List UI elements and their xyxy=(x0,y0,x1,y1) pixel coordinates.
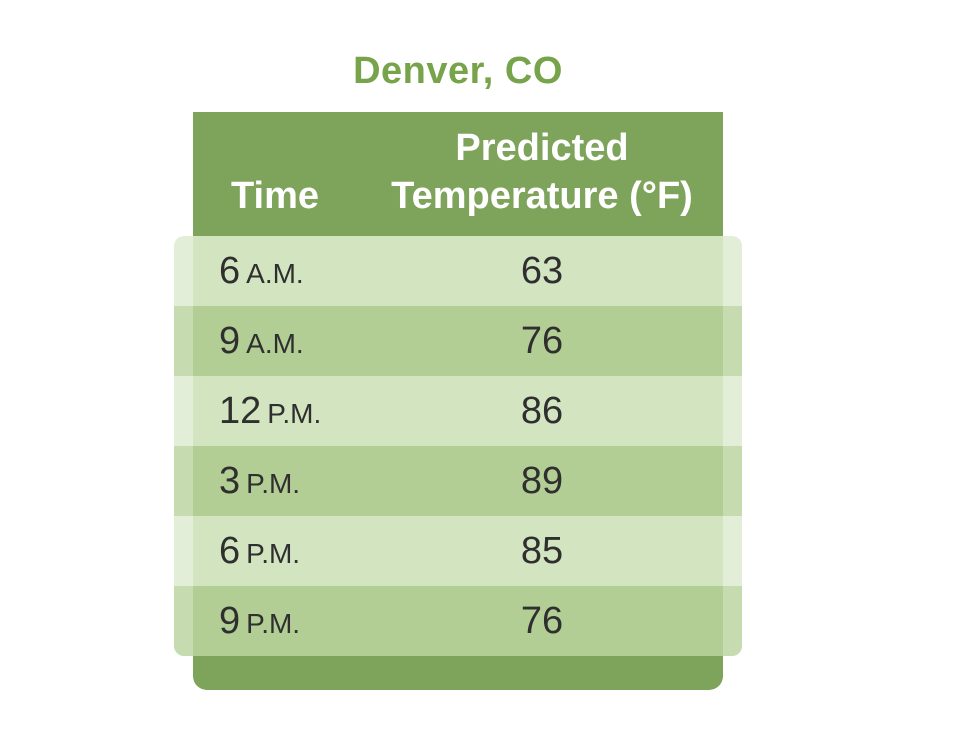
table-row: 9 A.M. 76 xyxy=(174,306,742,376)
row-inner: 6 A.M. 63 xyxy=(193,236,723,306)
row-edge xyxy=(723,516,742,586)
cell-time: 9 A.M. xyxy=(219,306,304,376)
row-inner: 3 P.M. 89 xyxy=(193,446,723,516)
row-edge xyxy=(723,586,742,656)
row-inner: 12 P.M. 86 xyxy=(193,376,723,446)
time-number: 9 xyxy=(219,320,241,362)
row-edge xyxy=(723,306,742,376)
time-suffix: A.M. xyxy=(246,328,304,359)
cell-temperature: 86 xyxy=(520,390,564,432)
cell-temperature: 85 xyxy=(520,530,564,572)
cell-temperature: 63 xyxy=(520,250,564,292)
time-suffix: P.M. xyxy=(246,468,301,499)
row-edge xyxy=(723,236,742,306)
row-inner: 9 A.M. 76 xyxy=(193,306,723,376)
cell-time: 3 P.M. xyxy=(219,446,300,516)
cell-temperature: 76 xyxy=(520,600,564,642)
table-title: Denver, CO xyxy=(353,50,563,92)
table-row: 9 P.M. 76 xyxy=(174,586,742,656)
time-number: 9 xyxy=(219,600,241,642)
row-edge xyxy=(174,446,193,516)
row-edge xyxy=(723,446,742,516)
cell-time: 6 A.M. xyxy=(219,236,304,306)
row-edge xyxy=(174,586,193,656)
row-inner: 6 P.M. 85 xyxy=(193,516,723,586)
row-edge xyxy=(723,376,742,446)
time-suffix: A.M. xyxy=(246,258,304,289)
table-row: 6 P.M. 85 xyxy=(174,516,742,586)
row-edge xyxy=(174,306,193,376)
cell-time: 6 P.M. xyxy=(219,516,300,586)
row-edge xyxy=(174,236,193,306)
time-suffix: P.M. xyxy=(246,608,301,639)
time-number: 6 xyxy=(219,530,241,572)
table-body: 6 A.M. 63 9 A.M. 76 12 P.M. 86 3 P.M. 89 6 P.M. 85 9 P.M… xyxy=(174,236,742,656)
cell-time: 12 P.M. xyxy=(219,376,321,446)
row-inner: 9 P.M. 76 xyxy=(193,586,723,656)
time-suffix: P.M. xyxy=(246,538,301,569)
table-row: 12 P.M. 86 xyxy=(174,376,742,446)
table-header: Time Predicted Temperature (°F) xyxy=(193,112,723,236)
row-edge xyxy=(174,516,193,586)
cell-time: 9 P.M. xyxy=(219,586,300,656)
column-header-time: Time xyxy=(230,175,319,217)
cell-temperature: 89 xyxy=(520,460,564,502)
table-row: 3 P.M. 89 xyxy=(174,446,742,516)
time-number: 12 xyxy=(219,390,262,432)
column-header-temperature: Predicted Temperature (°F) xyxy=(391,127,693,217)
time-number: 3 xyxy=(219,460,241,502)
table-row: 6 A.M. 63 xyxy=(174,236,742,306)
time-suffix: P.M. xyxy=(267,398,322,429)
row-edge xyxy=(174,376,193,446)
time-number: 6 xyxy=(219,250,241,292)
cell-temperature: 76 xyxy=(520,320,564,362)
